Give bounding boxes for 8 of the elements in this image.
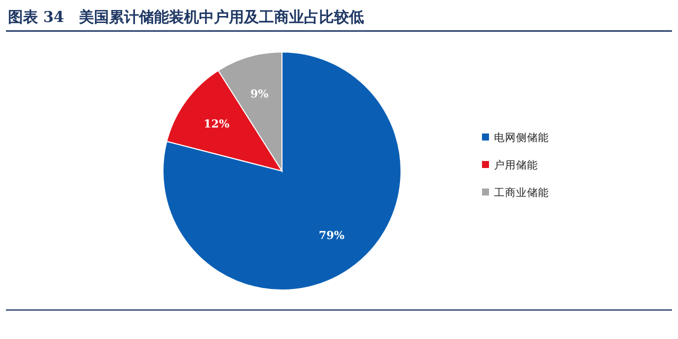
legend-label: 户用储能 [494, 158, 538, 172]
data-label: 9% [250, 87, 270, 100]
chart-title: 图表 34 美国累计储能装机中户用及工商业占比较低 [8, 8, 364, 26]
legend-label: 电网侧储能 [494, 131, 549, 144]
data-label: 12% [204, 117, 230, 130]
legend-label: 工商业储能 [494, 186, 549, 199]
data-label: 79% [318, 228, 346, 242]
pie-slice [162, 52, 402, 290]
